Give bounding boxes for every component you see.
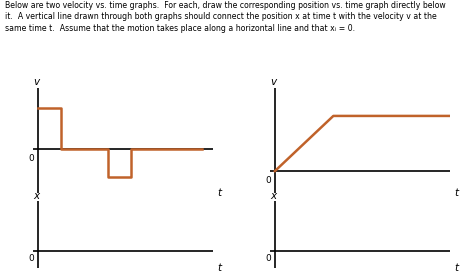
- Text: t: t: [454, 188, 458, 198]
- Text: t: t: [217, 263, 221, 273]
- Text: 0: 0: [265, 254, 271, 264]
- Text: v: v: [33, 77, 39, 87]
- Text: x: x: [33, 191, 39, 201]
- Text: t: t: [454, 263, 458, 273]
- Text: x: x: [270, 191, 276, 201]
- Text: 0: 0: [28, 254, 34, 264]
- Text: t: t: [217, 188, 221, 198]
- Text: v: v: [270, 77, 276, 87]
- Text: 0: 0: [28, 154, 34, 163]
- Text: 0: 0: [265, 176, 271, 185]
- Text: Below are two velocity vs. time graphs.  For each, draw the corresponding positi: Below are two velocity vs. time graphs. …: [5, 1, 446, 33]
